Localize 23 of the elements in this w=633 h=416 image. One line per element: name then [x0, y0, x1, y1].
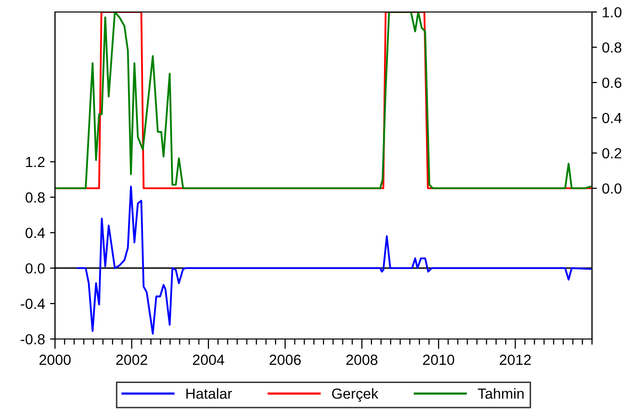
y2-tick-label: 0.0 — [602, 183, 622, 194]
x-tick-label: 2008 — [346, 354, 378, 365]
y2-tick-label: 1.0 — [602, 7, 622, 18]
y2-tick-label: 0.8 — [602, 42, 622, 53]
y2-tick-label: 0.2 — [602, 148, 622, 158]
y-tick-label: 1.2 — [26, 156, 45, 168]
x-tick-label: 2002 — [116, 354, 148, 365]
x-tick-label: 2000 — [40, 354, 71, 365]
y-tick-label: 0.0 — [26, 263, 45, 274]
legend-label: Hatalar — [186, 388, 232, 399]
x-tick-label: 2006 — [270, 354, 301, 365]
legend-label: Gerçek — [332, 388, 378, 402]
x-tick-label: 2010 — [423, 354, 454, 365]
x-tick-label: 2012 — [500, 354, 531, 365]
legend-label: Tahmin — [478, 388, 524, 399]
y2-tick-label: 0.4 — [602, 112, 622, 124]
x-tick-label: 2004 — [192, 354, 224, 365]
y-tick-label: -0.4 — [20, 298, 45, 309]
y2-tick-label: 0.6 — [602, 78, 622, 88]
y-tick-label: 0.4 — [26, 228, 45, 238]
line-series — [76, 186, 592, 335]
y-tick-label: -0.8 — [20, 334, 45, 344]
y-tick-label: 0.8 — [26, 192, 45, 203]
